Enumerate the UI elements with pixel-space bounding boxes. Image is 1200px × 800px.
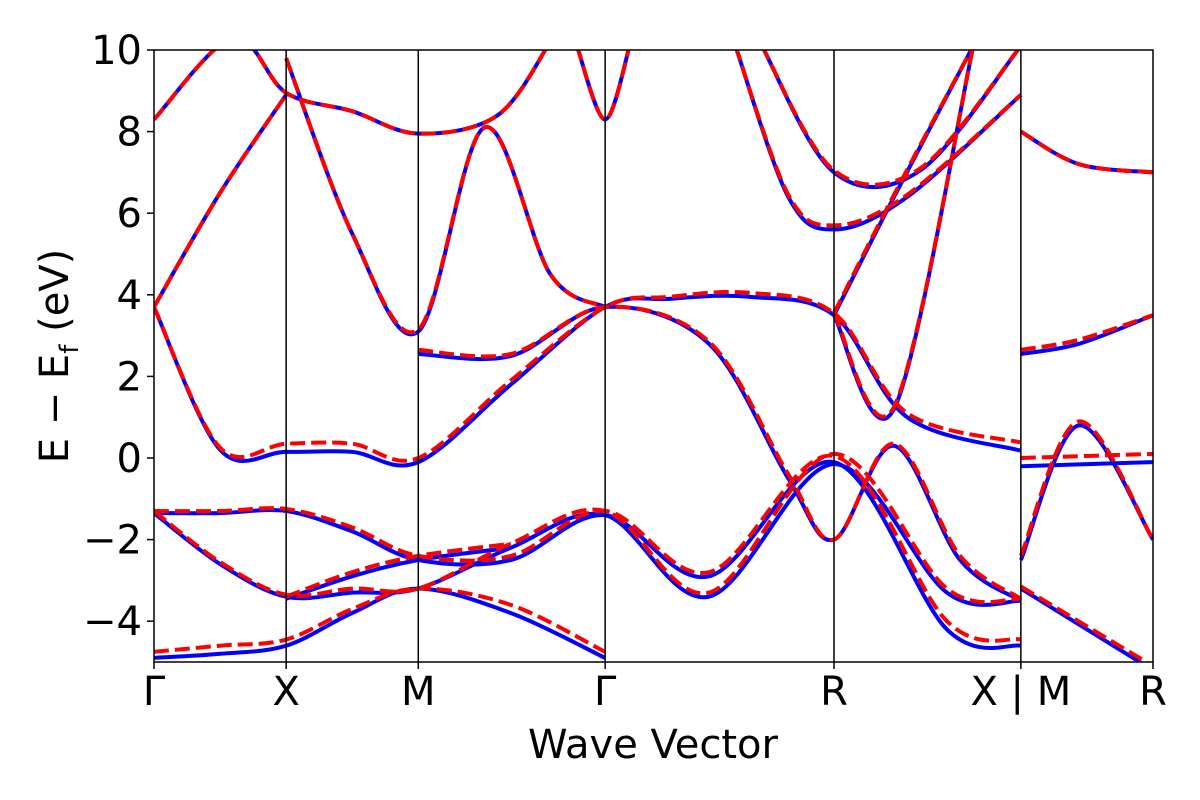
solid-band-line-12 [832, 50, 975, 421]
y-axis-title: E − Ef (eV) [32, 249, 85, 464]
solid-blue-band-series [154, 50, 1153, 662]
solid-band-line-10 [734, 50, 1023, 232]
solid-band-line-15 [1020, 460, 1153, 469]
dashed-band-line-5 [154, 93, 288, 309]
y-tick-label: 4 [117, 273, 142, 319]
bands-layer [154, 50, 1153, 662]
dashed-band-line-6 [418, 304, 1023, 601]
solid-band-line-2 [154, 459, 1022, 651]
y-axis-title-main: E − E [32, 354, 78, 464]
solid-band-line-7 [284, 57, 607, 337]
dashed-band-line-16 [1019, 129, 1153, 175]
solid-band-line-18 [1019, 423, 1153, 561]
dashed-band-line-13 [832, 50, 974, 315]
solid-band-line-9 [576, 50, 631, 122]
dashed-band-line-10 [734, 50, 1023, 228]
dashed-band-line-7 [284, 57, 607, 335]
y-tick-label: 0 [117, 436, 142, 482]
y-axis-title-subscript: f [55, 344, 85, 354]
solid-band-line-17 [1019, 586, 1144, 662]
dashed-band-line-0 [154, 586, 606, 654]
x-tick-label: X [272, 669, 299, 715]
dashed-band-line-14 [1020, 313, 1153, 352]
y-tick-label: 6 [117, 191, 142, 237]
x-tick-label: R [1139, 669, 1167, 715]
dashed-band-line-3 [285, 541, 512, 599]
dashed-band-line-9 [576, 50, 631, 122]
dashed-band-line-2 [154, 453, 1022, 643]
x-axis-ticks: Γ X M Γ R X | M R [143, 662, 1167, 715]
dashed-red-band-series [154, 50, 1153, 662]
y-tick-label: 10 [91, 28, 142, 74]
dashed-band-line-15 [1020, 451, 1153, 460]
y-tick-label: 2 [117, 354, 142, 400]
dashed-band-line-17 [1019, 584, 1151, 662]
x-tick-label: R [820, 669, 848, 715]
solid-band-line-4 [154, 293, 1022, 468]
y-axis-ticks: −4 −2 0 2 4 6 8 10 [83, 28, 154, 645]
kpoint-lines [285, 50, 1022, 662]
y-tick-label: −2 [83, 518, 142, 564]
dashed-band-line-18 [1019, 419, 1153, 557]
dashed-band-line-12 [832, 50, 975, 419]
y-tick-label: −4 [83, 599, 142, 645]
solid-band-line-3 [285, 545, 512, 601]
x-tick-label: Γ [143, 669, 166, 715]
plot-frame [153, 49, 1154, 663]
x-tick-label: X | M [970, 669, 1071, 715]
x-axis-title: Wave Vector [528, 722, 779, 768]
solid-band-line-0 [154, 586, 606, 660]
dashed-band-line-8 [154, 50, 548, 136]
x-tick-label: M [401, 669, 436, 715]
x-tick-label: Γ [594, 669, 617, 715]
y-axis-title-unit: (eV) [32, 249, 78, 345]
y-tick-label: 8 [117, 110, 142, 156]
solid-band-line-11 [761, 50, 1021, 190]
dashed-band-line-11 [761, 50, 1021, 187]
